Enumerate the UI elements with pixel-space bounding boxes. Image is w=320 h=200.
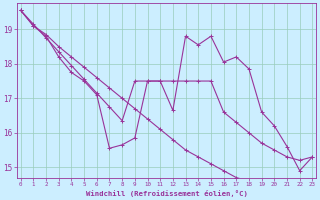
X-axis label: Windchill (Refroidissement éolien,°C): Windchill (Refroidissement éolien,°C) [85, 190, 247, 197]
